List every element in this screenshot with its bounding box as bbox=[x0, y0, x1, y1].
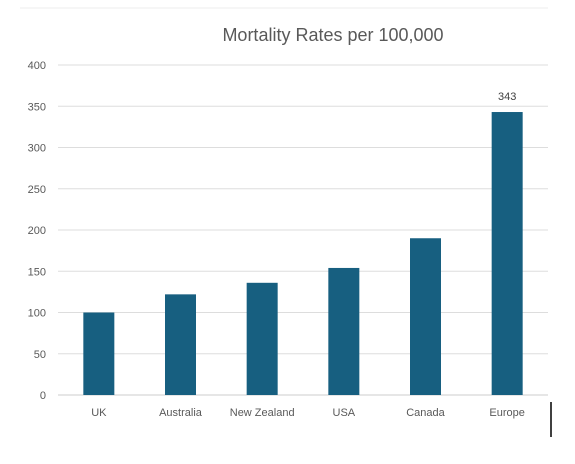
chart-title: Mortality Rates per 100,000 bbox=[222, 25, 443, 45]
gridlines bbox=[58, 64, 548, 396]
y-tick-label-0: 0 bbox=[40, 390, 46, 402]
y-tick-label-150: 150 bbox=[28, 266, 46, 278]
bar-uk bbox=[83, 312, 115, 395]
y-tick-label-50: 50 bbox=[34, 349, 46, 361]
bar-canada bbox=[410, 238, 441, 395]
y-tick-label-250: 250 bbox=[28, 184, 46, 196]
x-tick-label-uk: UK bbox=[91, 407, 107, 419]
bar-australia bbox=[165, 294, 196, 395]
x-tick-label-canada: Canada bbox=[406, 407, 445, 419]
y-tick-label-200: 200 bbox=[28, 225, 46, 237]
data-labels: 343 bbox=[498, 91, 516, 103]
bar-europe bbox=[491, 112, 523, 396]
y-tick-label-100: 100 bbox=[28, 308, 46, 320]
y-tick-label-350: 350 bbox=[28, 101, 46, 113]
bar-usa bbox=[328, 267, 360, 395]
x-tick-label-australia: Australia bbox=[159, 407, 203, 419]
y-tick-label-400: 400 bbox=[28, 60, 46, 72]
y-axis-tick-labels: 0 50 100 150 200 250 300 350 400 bbox=[28, 60, 46, 402]
data-label-europe: 343 bbox=[498, 91, 516, 103]
bar-new-zealand bbox=[246, 282, 278, 395]
x-tick-label-new-zealand: New Zealand bbox=[230, 407, 295, 419]
bars bbox=[83, 112, 523, 396]
x-tick-label-europe: Europe bbox=[489, 407, 524, 419]
x-axis-tick-labels: UK Australia New Zealand USA Canada Europe bbox=[91, 407, 525, 419]
y-tick-label-300: 300 bbox=[28, 143, 46, 155]
x-tick-label-usa: USA bbox=[333, 407, 356, 419]
